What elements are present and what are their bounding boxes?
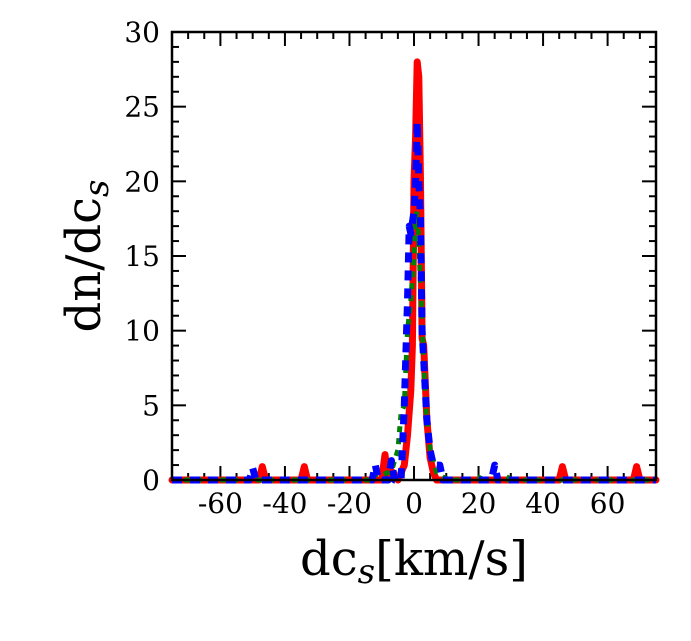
y-tick-label: 30 [124,16,160,49]
ticklabels-layer: -60 -40 -20 0 20 40 60 0 5 10 15 20 25 30 [124,16,625,520]
plot-frame [170,30,658,482]
x-tick-label: -60 [198,487,243,520]
x-tick-label: -40 [262,487,307,520]
y-axis-label: dn/dcs [56,180,117,333]
y-tick-label: 25 [124,91,160,124]
y-tick-label: 20 [124,165,160,198]
y-tick-label: 10 [124,315,160,348]
series-layer [168,58,660,484]
x-tick-label: 40 [525,487,561,520]
x-tick-label: -20 [327,487,372,520]
x-tick-label: 0 [405,487,423,520]
y-tick-label: 15 [124,240,160,273]
x-tick-label: 60 [590,487,626,520]
x-axis-label: dcs[km/s] [300,531,528,592]
y-tick-label: 5 [142,389,160,422]
series-line-dashed [172,118,656,484]
x-tick-label: 20 [461,487,497,520]
y-tick-label: 0 [142,464,160,497]
